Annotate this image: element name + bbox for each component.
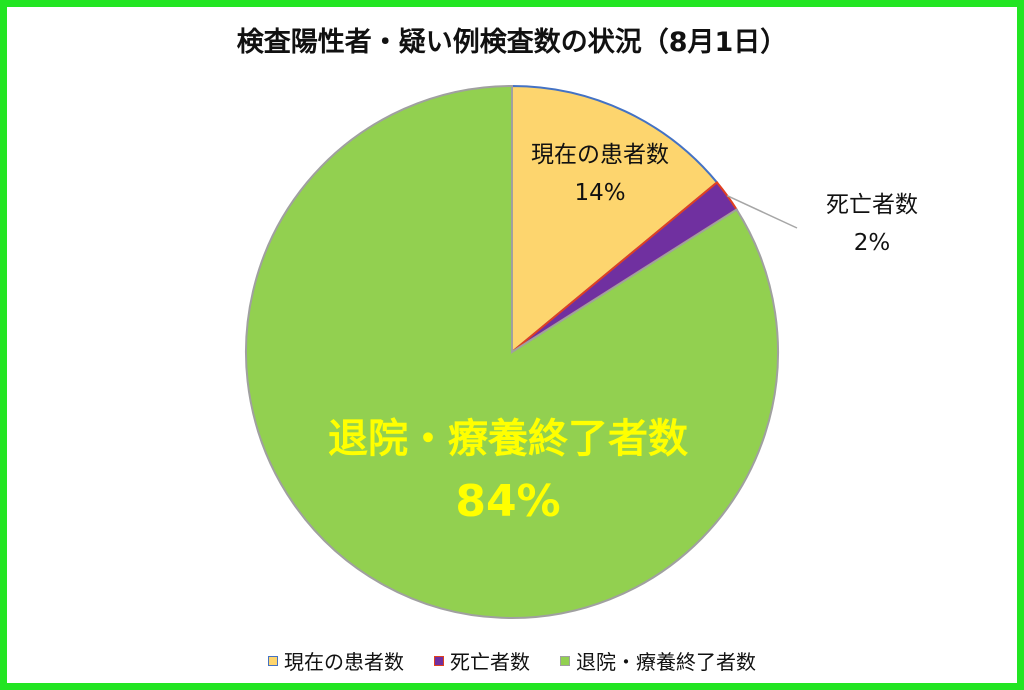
legend-label-1: 現在の患者数 (284, 650, 404, 674)
chart-title: 検査陽性者・疑い例検査数の状況（8月1日） (236, 27, 788, 58)
data-label-percent-3: 84% (455, 476, 560, 527)
pie-slice-1 (511, 84, 719, 355)
legend-item-3: 退院・療養終了者数 (560, 646, 756, 675)
legend-label-2: 死亡者数 (450, 650, 530, 674)
data-label-percent-1: 14% (574, 180, 625, 206)
data-label-name-3: 退院・療養終了者数 (328, 416, 688, 462)
legend: 現在の患者数 死亡者数 退院・療養終了者数 (0, 646, 1024, 675)
data-label-name-1: 現在の患者数 (531, 142, 669, 168)
legend-item-2: 死亡者数 (434, 646, 530, 675)
legend-swatch-3 (560, 655, 570, 666)
legend-label-3: 退院・療養終了者数 (576, 650, 756, 674)
legend-swatch-2 (434, 655, 444, 666)
leader-line (726, 194, 798, 229)
data-label-percent-2: 2% (854, 230, 891, 256)
pie-slice-3 (245, 84, 779, 619)
legend-swatch-1 (268, 655, 278, 666)
legend-item-1: 現在の患者数 (268, 646, 404, 675)
data-label-name-2: 死亡者数 (826, 192, 918, 218)
